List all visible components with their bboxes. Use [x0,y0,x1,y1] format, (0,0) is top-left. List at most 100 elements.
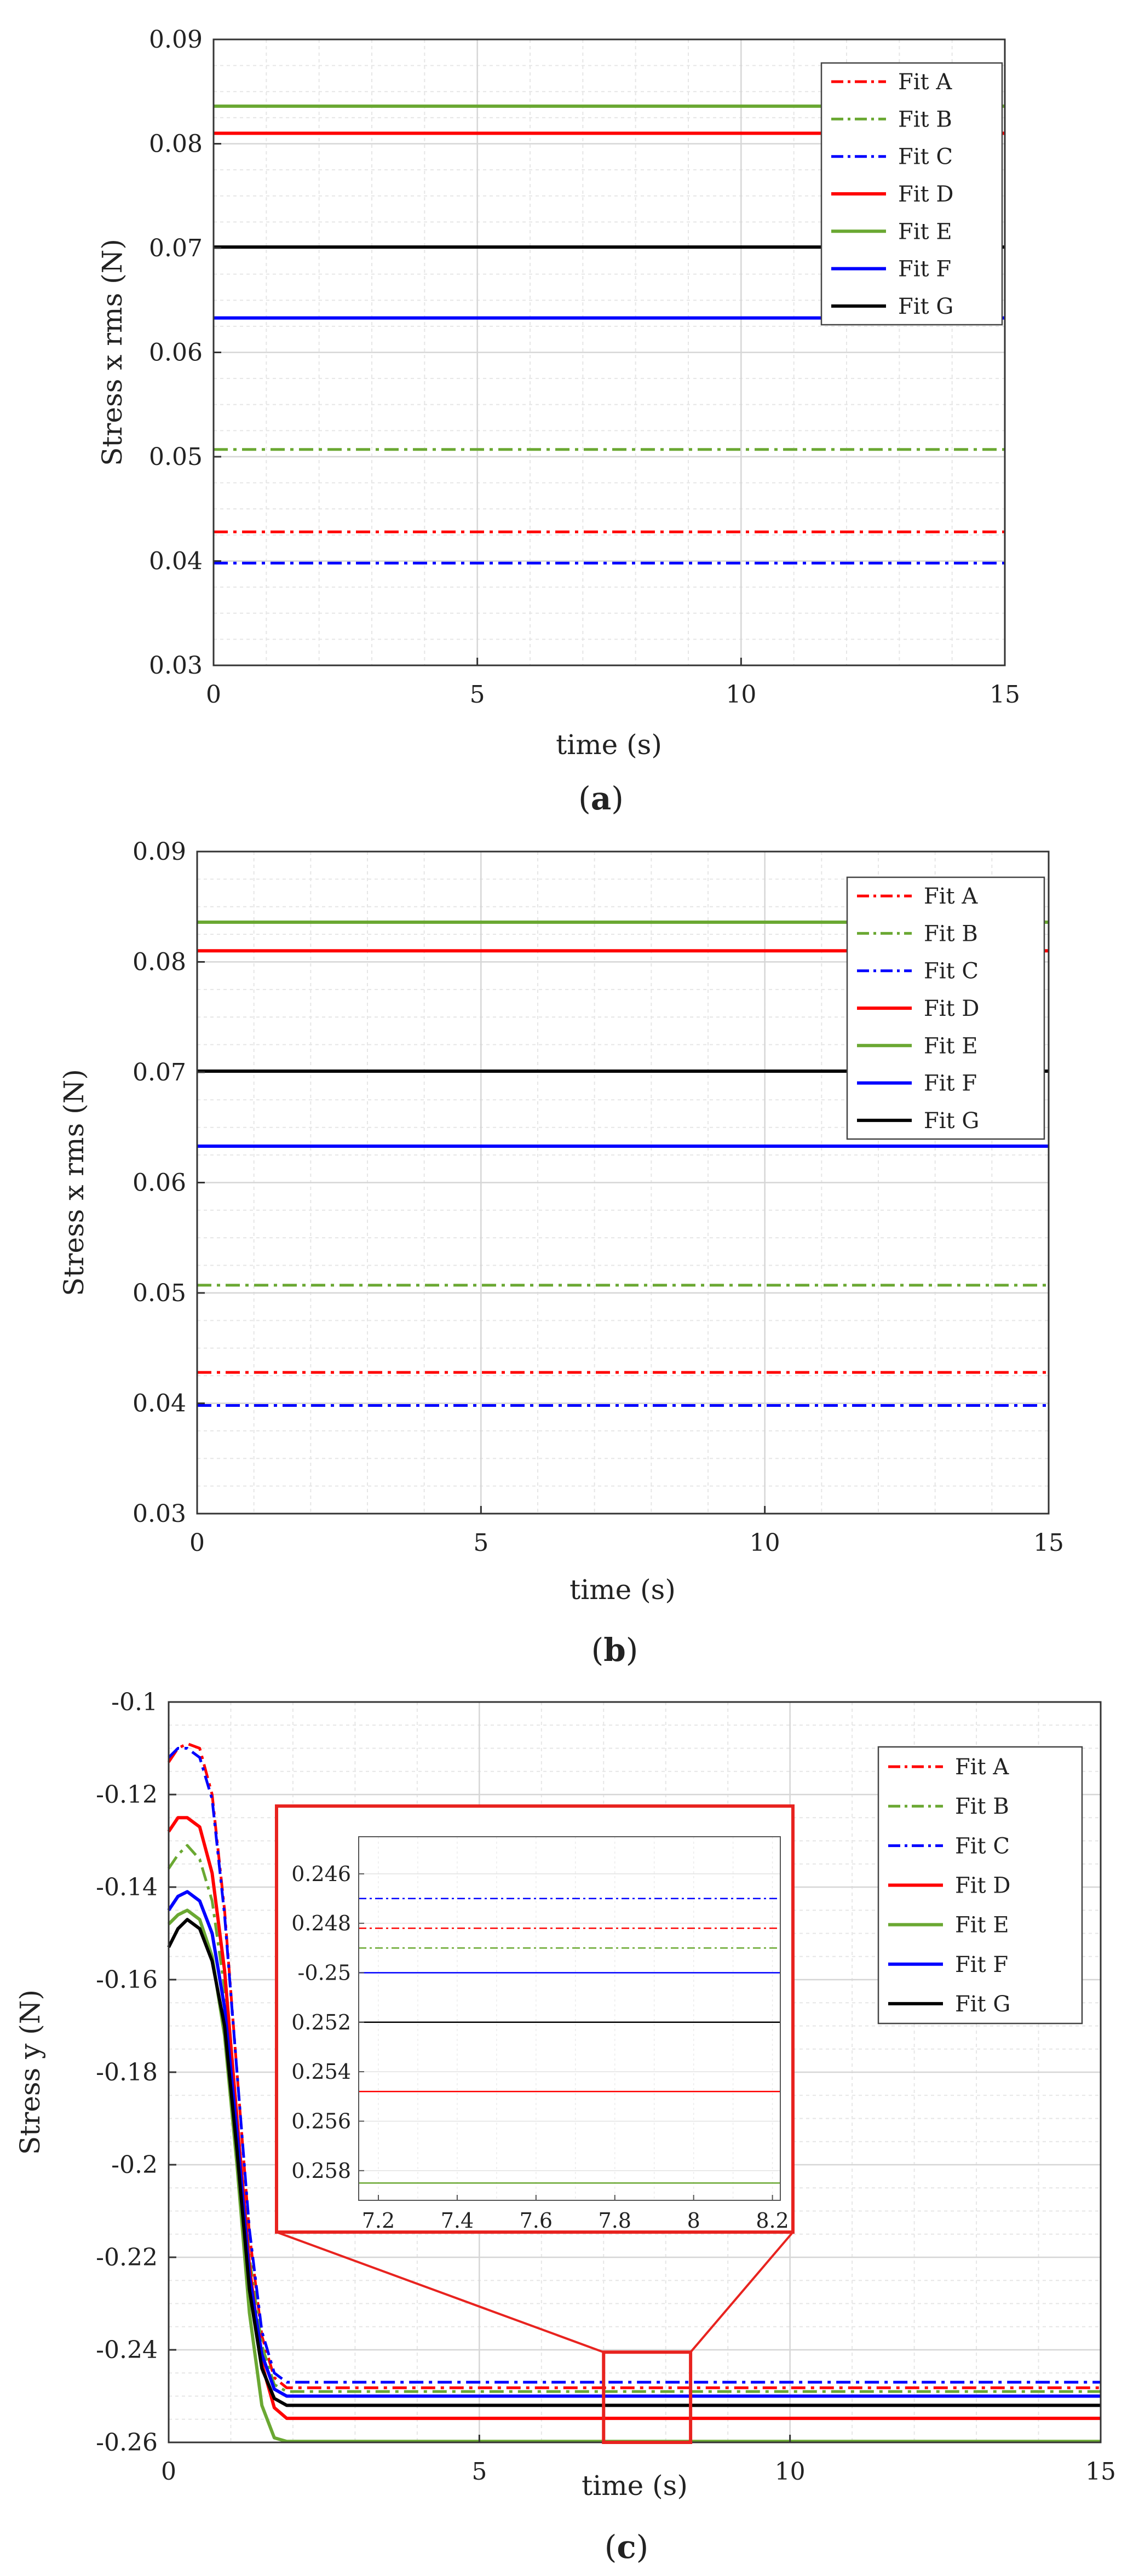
y-axis-label: Stress x rms (N) [58,1069,90,1296]
inset-y-tick-label: 0.252 [291,2010,351,2034]
caption-close: ) [611,780,624,817]
inset-frame [275,1804,795,2234]
legend-label: Fit F [898,257,951,282]
y-tick-label: 0.05 [133,1279,186,1307]
y-tick-label: -0.22 [96,2244,158,2272]
x-tick-label: 15 [1085,2458,1116,2486]
y-tick-label: 0.09 [133,838,186,866]
zoom-region-box [602,2350,693,2445]
x-tick-label: 5 [471,2458,487,2486]
inset-x-tick-label: 8 [687,2209,700,2233]
zoom-connector-right [689,2231,794,2353]
legend-label: Fit D [924,996,979,1021]
x-tick-label: 0 [161,2458,176,2486]
panel-b: 0 5 10 15 0.03 0.04 0.05 0.06 0.07 0.08 0.09 time (… [58,838,1064,1669]
inset-axes-frame [358,1836,781,2201]
x-tick-label: 0 [189,1529,205,1557]
legend-label: Fit E [898,219,952,244]
inset-x-tick-label: 7.8 [599,2209,631,2233]
caption-close: ) [626,1631,638,1669]
series-line-fit-a [167,1742,1101,2389]
inset-x-tick-label: 7.4 [441,2209,474,2233]
caption-open: ( [605,2528,617,2566]
y-tick-label: 0.06 [149,339,203,367]
inset-x-tick-label: 7.2 [362,2209,395,2233]
legend-label: Fit B [924,921,978,946]
legend-label: Fit C [924,959,979,984]
x-tick-label: 10 [775,2458,806,2486]
x-axis-label: time (s) [582,2470,688,2502]
panel-c: 0 5 10 15-0.26-0.24-0.22-0.2-0.18-0.16-0.14… [14,1688,1116,2566]
legend: Fit A Fit B Fit C Fit D Fit E Fit F Fit G [820,62,1003,326]
x-axis-label: time (s) [570,1574,676,1606]
y-tick-label: 0.06 [133,1169,186,1197]
y-tick-label: 0.07 [149,234,203,262]
panel-caption: (b) [591,1631,638,1669]
legend-label: Fit G [898,294,953,319]
x-tick-label: 15 [1033,1529,1064,1557]
legend: Fit A Fit B Fit C Fit D Fit E Fit F Fit G [846,876,1045,1140]
caption-open: ( [578,780,591,817]
x-tick-label: 0 [206,681,221,709]
y-axis-label: Stress x rms (N) [96,239,128,466]
legend-label: Fit E [955,1913,1009,1938]
y-tick-label: -0.14 [96,1873,158,1901]
y-tick-label: -0.26 [96,2429,158,2457]
legend-label: Fit D [898,182,953,207]
x-tick-label: 10 [726,681,756,709]
caption-letter: b [603,1631,626,1669]
inset-y-tick-label: -0.25 [298,1960,351,1985]
y-tick-label: -0.12 [96,1781,158,1809]
y-tick-label: 0.05 [149,443,203,471]
series-line-fit-c [168,1747,1101,2384]
panel-a: 0 5 10 15 0.03 0.04 0.05 0.06 0.07 0.08 0.09 time (… [96,26,1020,817]
y-axis-label: Stress y (N) [14,1990,46,2155]
legend-label: Fit E [924,1033,978,1059]
y-tick-label: 0.08 [149,130,203,158]
legend-label: Fit G [924,1108,979,1134]
x-tick-label: 10 [750,1529,780,1557]
x-axis-label: time (s) [556,729,662,761]
y-tick-label: -0.18 [96,2058,158,2086]
inset-x-tick-label: 7.6 [520,2209,553,2233]
inset-x-tick-label: 8.2 [756,2209,789,2233]
legend-label: Fit G [955,1992,1010,2017]
y-tick-label: -0.1 [111,1688,158,1716]
legend-label: Fit F [924,1071,977,1096]
y-tick-label: 0.08 [133,948,186,976]
legend-label: Fit C [955,1833,1010,1859]
y-tick-label: 0.04 [133,1390,186,1418]
series-line-fit-d [167,1816,1101,2420]
inset-y-tick-label: 0.246 [291,1862,351,1886]
inset-y-tick-label: 0.254 [291,2060,351,2084]
panel-caption: (c) [605,2528,649,2566]
x-tick-label: 15 [990,681,1020,709]
x-tick-label: 5 [470,681,485,709]
legend-label: Fit A [924,884,978,909]
series-group [167,1742,1101,2443]
y-tick-label: 0.04 [149,548,203,576]
legend-label: Fit C [898,145,953,170]
series-line-fit-f [167,1890,1101,2398]
y-tick-label: -0.2 [111,2151,158,2179]
series-line-fit-g [167,1918,1101,2407]
y-tick-label: -0.16 [96,1966,158,1994]
series-line-fit-b [167,1844,1101,2393]
y-tick-label: -0.24 [96,2336,158,2364]
zoom-connector-left [276,2231,604,2354]
caption-letter: a [591,780,612,817]
y-tick-label: 0.09 [149,26,203,54]
inset: 7.2 7.4 7.6 7.8 8 8.2 0.246 0.248 -0.25 0.252 0.25… [275,1804,795,2445]
caption-open: ( [591,1631,604,1669]
inset-y-tick-label: 0.248 [291,1911,351,1935]
legend-label: Fit A [898,70,952,95]
y-tick-label: 0.07 [133,1059,186,1086]
caption-letter: c [617,2528,636,2566]
legend-label: Fit B [898,107,952,132]
legend-label: Fit B [955,1794,1009,1819]
y-tick-label: 0.03 [149,652,203,680]
legend-label: Fit A [955,1755,1009,1780]
y-tick-label: 0.03 [133,1500,186,1528]
legend-label: Fit D [955,1873,1010,1899]
